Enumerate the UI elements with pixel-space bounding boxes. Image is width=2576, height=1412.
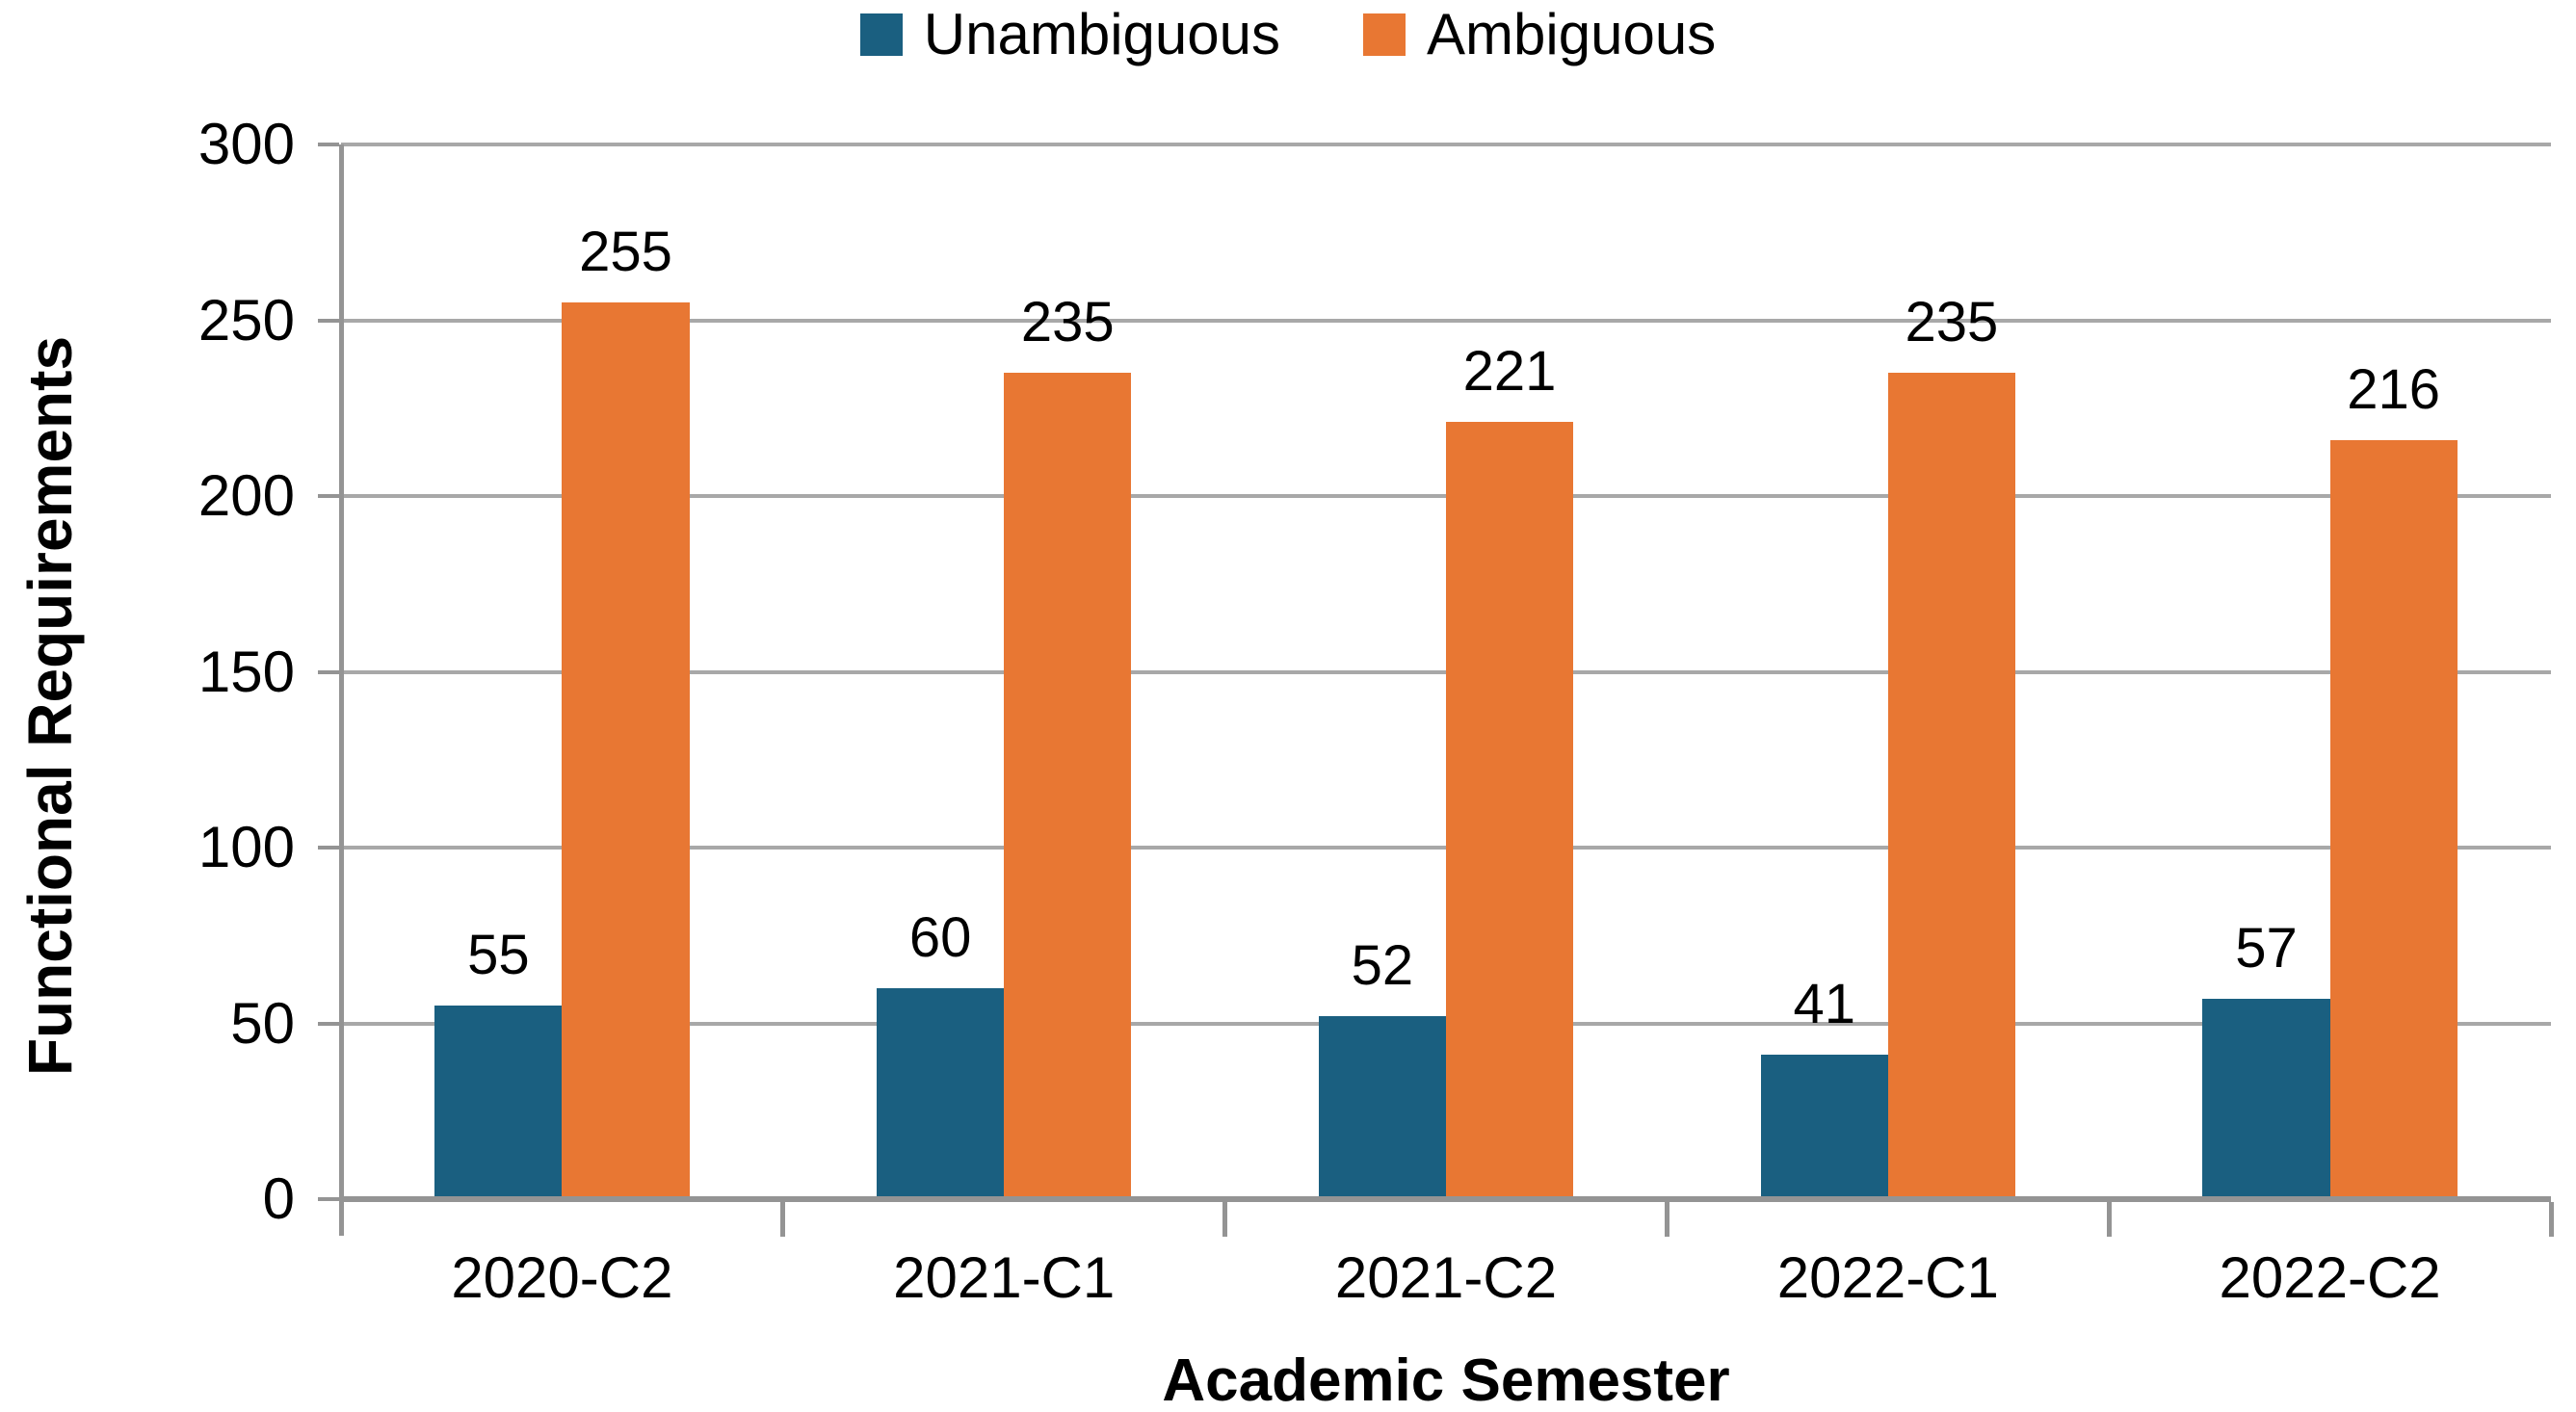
legend-item-unambiguous: Unambiguous: [859, 2, 1281, 66]
x-axis-tick-5: [2548, 1202, 2554, 1237]
legend-label-unambiguous: Unambiguous: [923, 2, 1281, 66]
bar-value-ambiguous-2020-c2: 255: [579, 221, 672, 284]
bar-value-ambiguous-2021-c1: 235: [1020, 291, 1115, 354]
bar-value-unambiguous-2021-c2: 52: [1351, 934, 1414, 998]
y-tick-label-100: 100: [197, 815, 295, 879]
bar-unambiguous-2021-c1: [877, 988, 1005, 1199]
legend-label-ambiguous: Ambiguous: [1427, 2, 1717, 66]
bar-ambiguous-2020-c2: [562, 302, 690, 1199]
y-axis-tick-200: [318, 494, 339, 498]
bar-value-unambiguous-2021-c1: 60: [908, 906, 972, 969]
x-tick-label-2022-c1: 2022-C1: [1776, 1245, 1999, 1310]
bar-ambiguous-2021-c2: [1446, 422, 1574, 1199]
bar-unambiguous-2021-c2: [1318, 1016, 1446, 1199]
x-axis-title: Academic Semester: [1162, 1347, 1730, 1412]
bar-value-ambiguous-2022-c1: 235: [1905, 291, 1999, 354]
y-tick-label-250: 250: [197, 287, 295, 353]
bar-unambiguous-2020-c2: [434, 1006, 563, 1199]
y-tick-label-150: 150: [197, 639, 295, 704]
y-tick-label-50: 50: [230, 990, 295, 1056]
bar-ambiguous-2021-c1: [1004, 373, 1132, 1199]
x-tick-label-2021-c2: 2021-C2: [1334, 1245, 1558, 1310]
y-tick-label-300: 300: [197, 112, 295, 176]
bar-value-unambiguous-2020-c2: 55: [467, 924, 530, 987]
y-axis-title: Functional Requirements: [15, 335, 85, 1077]
legend: Unambiguous Ambiguous: [0, 6, 2576, 64]
gridline-300: [341, 143, 2551, 146]
bar-value-ambiguous-2021-c2: 221: [1462, 340, 1557, 404]
y-tick-label-0: 0: [262, 1166, 295, 1231]
bar-value-ambiguous-2022-c2: 216: [2347, 357, 2441, 421]
legend-item-ambiguous: Ambiguous: [1363, 6, 1716, 64]
bar-unambiguous-2022-c2: [2202, 998, 2330, 1199]
x-tick-label-2020-c2: 2020-C2: [451, 1245, 673, 1310]
y-axis-tick-250: [318, 318, 339, 323]
x-axis-tick-3: [1664, 1202, 1669, 1237]
x-axis-tick-1: [780, 1202, 786, 1237]
x-axis-line: [341, 1196, 2551, 1202]
x-axis-tick-4: [2106, 1202, 2112, 1237]
y-axis-tick-300: [318, 143, 339, 146]
y-tick-label-200: 200: [197, 463, 295, 528]
y-axis-tick-50: [318, 1021, 339, 1026]
y-axis-tick-0: [318, 1197, 339, 1201]
legend-swatch-ambiguous: [1363, 13, 1406, 56]
bar-value-unambiguous-2022-c1: 41: [1793, 973, 1855, 1036]
bar-unambiguous-2022-c1: [1760, 1055, 1888, 1199]
legend-swatch-unambiguous: [859, 13, 903, 56]
y-axis-line: [339, 144, 344, 1236]
bar-value-unambiguous-2022-c2: 57: [2235, 916, 2298, 980]
x-axis-tick-2: [1222, 1202, 1228, 1237]
x-tick-label-2022-c2: 2022-C2: [2219, 1245, 2441, 1310]
plot-area: 0 50 100 150 200 250 300 55 255 2020-C2 60 235 2021-…: [198, 116, 2554, 1307]
bar-ambiguous-2022-c1: [1887, 373, 2015, 1199]
bar-ambiguous-2022-c2: [2329, 439, 2458, 1199]
gridline-250: [341, 318, 2551, 323]
y-axis-tick-150: [318, 669, 339, 674]
x-tick-label-2021-c1: 2021-C1: [893, 1245, 1116, 1310]
y-axis-tick-100: [318, 846, 339, 850]
